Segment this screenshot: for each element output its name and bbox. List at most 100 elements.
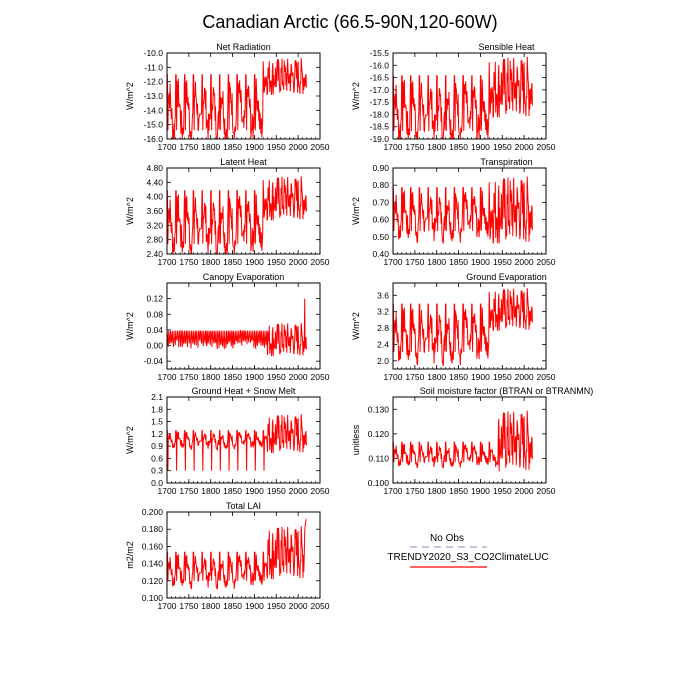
y-tick-label: 0.120 — [142, 576, 164, 586]
y-tick-label: 0.70 — [372, 197, 389, 207]
series-line — [392, 288, 533, 367]
x-tick-label: 1900 — [245, 601, 264, 611]
y-tick-label: 3.2 — [377, 307, 389, 317]
x-tick-label: 1950 — [493, 142, 512, 152]
x-tick-label: 1700 — [384, 486, 403, 496]
x-tick-label: 1750 — [405, 257, 424, 267]
x-tick-label: 1800 — [201, 486, 220, 496]
x-tick-label: 1900 — [471, 257, 490, 267]
y-axis-label: unitless — [351, 424, 361, 455]
series-line — [166, 58, 307, 140]
x-tick-label: 2000 — [515, 486, 534, 496]
y-tick-label: 0.3 — [151, 466, 163, 476]
x-tick-label: 2000 — [289, 142, 308, 152]
panel-title: Canopy Evaporation — [203, 272, 285, 282]
panel-title: Soil moisture factor (BTRAN or BTRANMN) — [420, 386, 594, 396]
x-tick-label: 2000 — [515, 142, 534, 152]
x-tick-label: 1950 — [267, 257, 286, 267]
y-tick-label: 0.180 — [142, 524, 164, 534]
plot-frame — [392, 52, 547, 140]
legend-obs-label: No Obs — [430, 533, 464, 544]
panel-title: Latent Heat — [220, 157, 267, 167]
x-tick-label: 1900 — [245, 486, 264, 496]
x-tick-label: 1700 — [158, 372, 177, 382]
y-tick-label: 0.120 — [368, 429, 390, 439]
panel-title: Transpiration — [480, 157, 532, 167]
series-line — [166, 176, 307, 255]
y-tick-label: 2.4 — [377, 339, 389, 349]
panel-7: Ground Heat + Snow Melt W/m^2 1700 1750 1800… — [125, 386, 330, 496]
panel-4: Transpiration W/m^2 1700 1750 1800 1850 1900 19… — [351, 157, 556, 267]
y-tick-label: 0.04 — [146, 325, 163, 335]
x-tick-label: 1800 — [201, 372, 220, 382]
x-tick-label: 1850 — [449, 372, 468, 382]
y-axis-label: W/m^2 — [125, 426, 135, 454]
x-tick-label: 1950 — [267, 142, 286, 152]
y-tick-label: 4.00 — [146, 192, 163, 202]
legend: No Obs TRENDY2020_S3_CO2ClimateLUC — [387, 533, 549, 568]
x-tick-label: 1950 — [493, 257, 512, 267]
y-axis-label: W/m^2 — [125, 197, 135, 225]
y-tick-label: 4.40 — [146, 177, 163, 187]
y-tick-label: -18.0 — [370, 109, 390, 119]
y-tick-label: 0.40 — [372, 249, 389, 259]
panel-title: Ground Heat + Snow Melt — [192, 386, 296, 396]
y-tick-label: -0.04 — [144, 356, 164, 366]
panel-title: Sensible Heat — [478, 42, 535, 52]
x-tick-label: 1700 — [384, 257, 403, 267]
x-tick-label: 1750 — [405, 486, 424, 496]
x-tick-label: 1800 — [427, 486, 446, 496]
x-tick-label: 1700 — [158, 257, 177, 267]
y-axis-label: m2/m2 — [125, 541, 135, 569]
x-tick-label: 2000 — [515, 257, 534, 267]
panel-title: Ground Evaporation — [466, 272, 547, 282]
panel-1: Net Radiation W/m^2 1700 1750 1800 1850 1900 19… — [125, 42, 330, 152]
x-tick-label: 1900 — [245, 372, 264, 382]
y-tick-label: 0.9 — [151, 441, 163, 451]
y-tick-label: -16.5 — [370, 73, 390, 83]
x-tick-label: 2050 — [311, 601, 330, 611]
y-tick-label: -17.0 — [370, 85, 390, 95]
y-axis-label: W/m^2 — [125, 82, 135, 110]
y-tick-label: -11.0 — [144, 62, 163, 72]
y-tick-label: -15.0 — [144, 120, 164, 130]
y-tick-label: -16.0 — [144, 134, 164, 144]
y-tick-label: 0.50 — [372, 232, 389, 242]
x-tick-label: 1750 — [179, 601, 198, 611]
y-tick-label: 0.08 — [146, 309, 163, 319]
y-axis-label: W/m^2 — [351, 82, 361, 110]
series-line — [392, 410, 533, 472]
x-tick-label: 1700 — [384, 142, 403, 152]
series-line — [166, 298, 307, 357]
y-tick-label: 0.130 — [368, 404, 390, 414]
x-tick-label: 1750 — [179, 142, 198, 152]
x-tick-label: 1750 — [179, 257, 198, 267]
x-tick-label: 1800 — [427, 372, 446, 382]
y-tick-label: 0.12 — [146, 294, 163, 304]
y-tick-label: 2.0 — [377, 356, 389, 366]
y-tick-label: 0.00 — [146, 341, 163, 351]
panel-title: Net Radiation — [216, 42, 271, 52]
y-tick-label: 0.6 — [151, 453, 163, 463]
y-tick-label: 0.0 — [151, 478, 163, 488]
x-tick-label: 2050 — [311, 142, 330, 152]
x-tick-label: 2050 — [537, 372, 556, 382]
x-tick-label: 1900 — [245, 257, 264, 267]
y-tick-label: 0.100 — [368, 478, 390, 488]
x-tick-label: 1850 — [223, 486, 242, 496]
y-tick-label: 1.2 — [151, 429, 163, 439]
y-tick-label: 0.90 — [372, 163, 389, 173]
y-tick-label: 0.200 — [142, 507, 164, 517]
y-tick-label: -15.5 — [370, 48, 390, 58]
x-tick-label: 2000 — [515, 372, 534, 382]
x-tick-label: 1700 — [384, 372, 403, 382]
x-tick-label: 2050 — [311, 372, 330, 382]
x-tick-label: 2050 — [537, 142, 556, 152]
x-tick-label: 2050 — [537, 257, 556, 267]
x-tick-label: 1850 — [449, 486, 468, 496]
plot-frame — [392, 167, 547, 255]
y-tick-label: 2.80 — [146, 235, 163, 245]
series-line — [166, 414, 307, 471]
